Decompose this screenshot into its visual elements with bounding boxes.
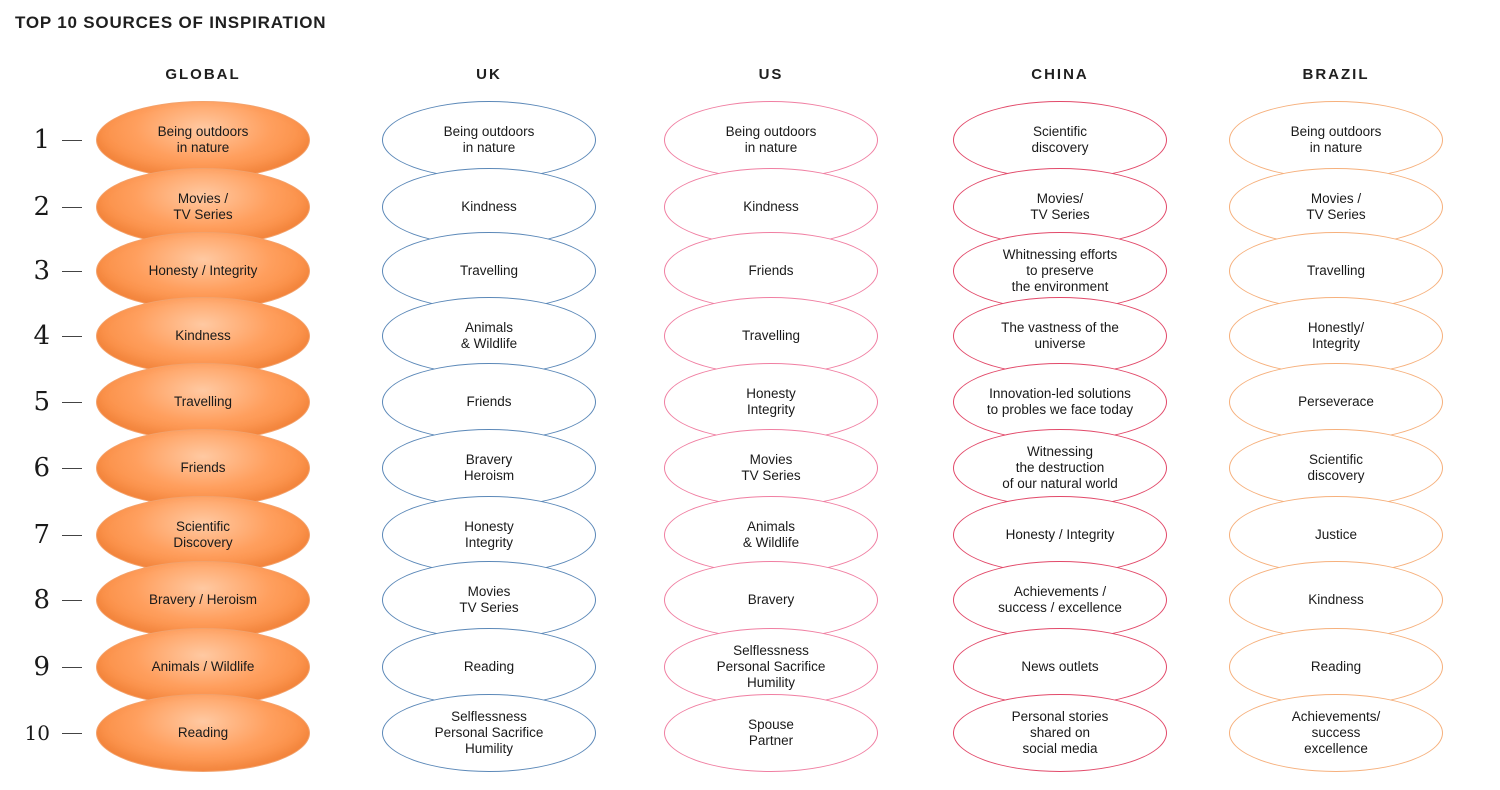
china-rank-item: Personal stories shared on social media — [953, 694, 1167, 772]
us-rank-item: Spouse Partner — [664, 694, 878, 772]
global-rank-item: Friends — [96, 429, 310, 507]
column-header-brazil: BRAZIL — [1302, 66, 1370, 83]
brazil-rank-item: Perseverace — [1229, 363, 1443, 441]
rank-number: 4 — [33, 321, 50, 351]
brazil-rank-item: Kindness — [1229, 561, 1443, 639]
us-rank-item: Movies TV Series — [664, 429, 878, 507]
us-rank-item: Selflessness Personal Sacrifice Humility — [664, 628, 878, 706]
rank-number: 7 — [33, 520, 50, 550]
china-rank-item: The vastness of the universe — [953, 297, 1167, 375]
column-header-us: US — [758, 66, 784, 83]
rank-number: 9 — [33, 652, 50, 682]
rank-tick — [62, 468, 82, 469]
rank-tick — [62, 336, 82, 337]
china-rank-item: Scientific discovery — [953, 101, 1167, 179]
global-rank-item: Bravery / Heroism — [96, 561, 310, 639]
page-title: TOP 10 SOURCES OF INSPIRATION — [15, 13, 327, 32]
rank-number: 6 — [33, 453, 50, 483]
rank-number: 5 — [33, 387, 50, 417]
uk-rank-item: Reading — [382, 628, 596, 706]
china-rank-item: Whitnessing efforts to preserve the envi… — [953, 232, 1167, 310]
rank-tick — [62, 733, 82, 734]
us-rank-item: Travelling — [664, 297, 878, 375]
brazil-rank-item: Achievements/ success excellence — [1229, 694, 1443, 772]
china-rank-item: Achievements / success / excellence — [953, 561, 1167, 639]
column-header-uk: UK — [476, 66, 502, 83]
uk-rank-item: Movies TV Series — [382, 561, 596, 639]
us-rank-item: Bravery — [664, 561, 878, 639]
brazil-rank-item: Scientific discovery — [1229, 429, 1443, 507]
rank-number: 3 — [33, 256, 50, 286]
uk-rank-item: Selflessness Personal Sacrifice Humility — [382, 694, 596, 772]
column-header-global: GLOBAL — [165, 66, 241, 83]
rank-tick — [62, 271, 82, 272]
uk-rank-item: Travelling — [382, 232, 596, 310]
global-rank-item: Animals / Wildlife — [96, 628, 310, 706]
brazil-rank-item: Being outdoors in nature — [1229, 101, 1443, 179]
global-rank-item: Reading — [96, 694, 310, 772]
rank-number: 8 — [33, 585, 50, 615]
rank-tick — [62, 600, 82, 601]
uk-rank-item: Friends — [382, 363, 596, 441]
china-rank-item: News outlets — [953, 628, 1167, 706]
uk-rank-item: Bravery Heroism — [382, 429, 596, 507]
china-rank-item: Witnessing the destruction of our natura… — [953, 429, 1167, 507]
rank-tick — [62, 535, 82, 536]
rank-number: 2 — [33, 192, 50, 222]
column-header-china: CHINA — [1031, 66, 1089, 83]
rank-number: 1 — [33, 125, 50, 155]
rank-tick — [62, 207, 82, 208]
global-rank-item: Kindness — [96, 297, 310, 375]
rank-number: 10 — [24, 721, 50, 745]
rank-tick — [62, 402, 82, 403]
uk-rank-item: Animals & Wildlife — [382, 297, 596, 375]
rank-tick — [62, 667, 82, 668]
rank-tick — [62, 140, 82, 141]
global-rank-item: Travelling — [96, 363, 310, 441]
global-rank-item: Being outdoors in nature — [96, 101, 310, 179]
china-rank-item: Movies/ TV Series — [953, 168, 1167, 246]
